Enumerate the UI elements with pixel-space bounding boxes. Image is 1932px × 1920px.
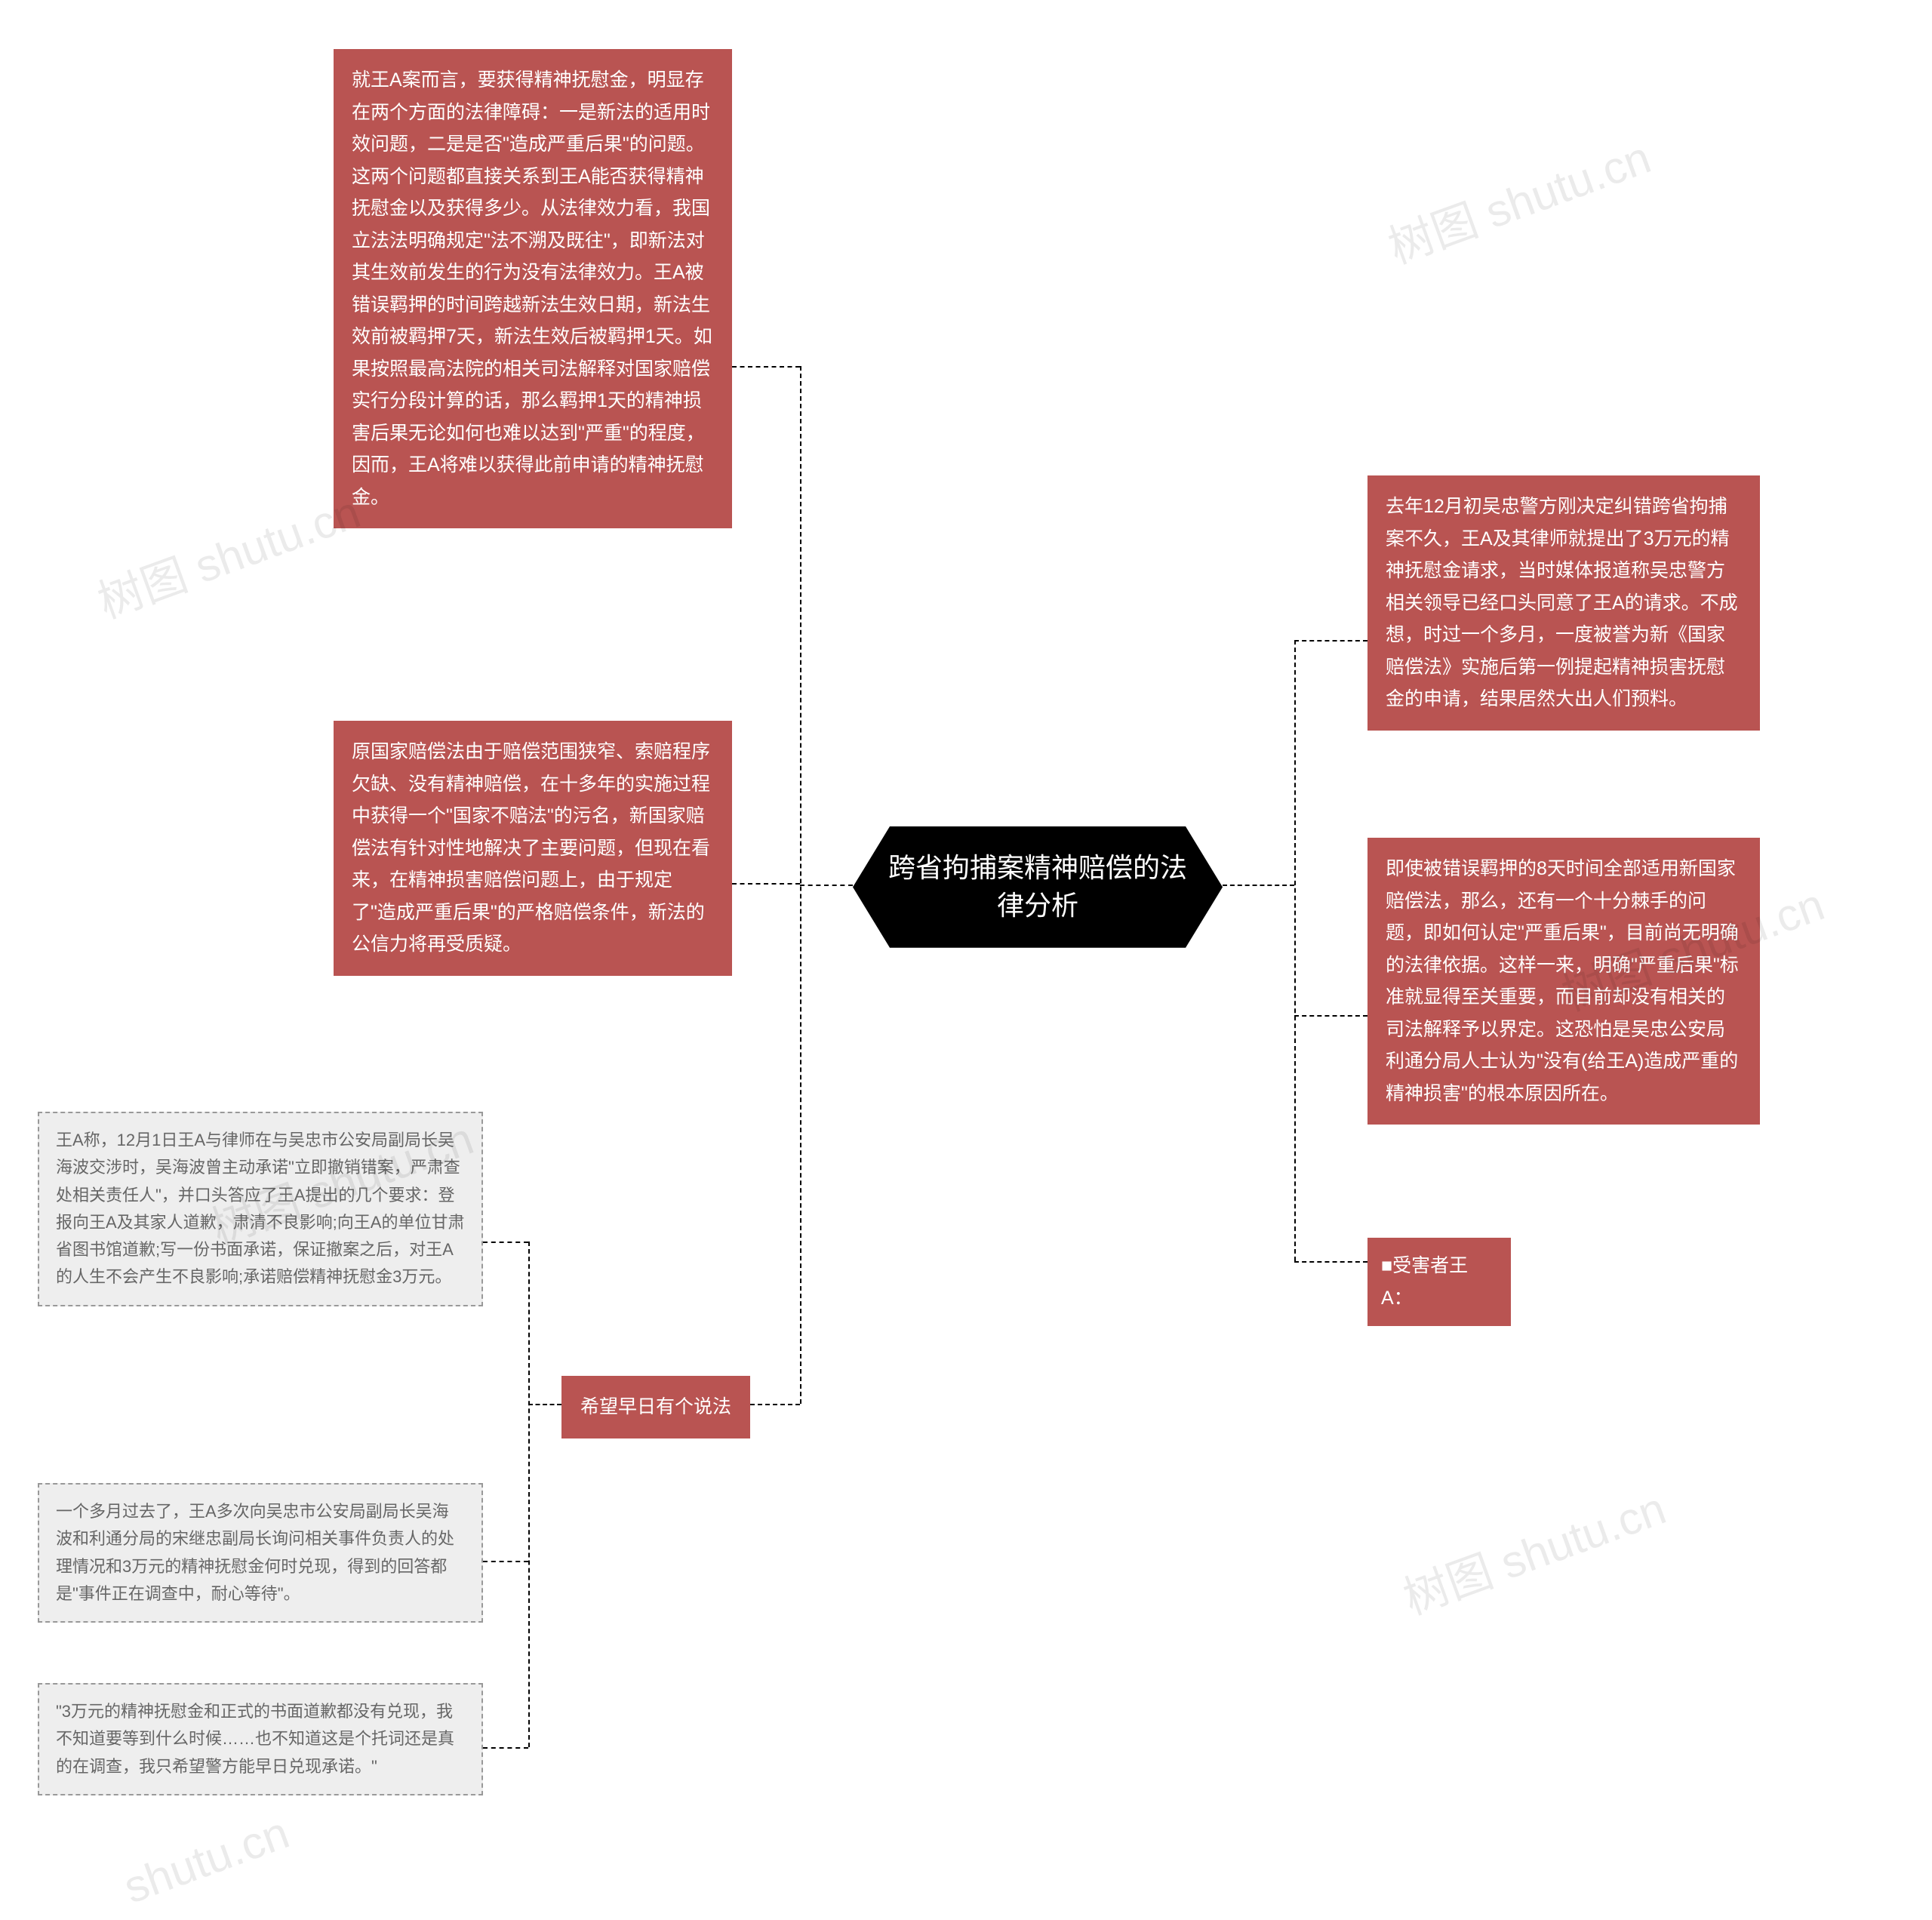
node-right-context-1: 去年12月初吴忠警方刚决定纠错跨省拘捕案不久，王A及其律师就提出了3万元的精神抚…	[1367, 475, 1760, 731]
connector-line	[528, 1404, 561, 1405]
connector-line	[1294, 1261, 1367, 1263]
node-right-context-2: 即使被错误羁押的8天时间全部适用新国家赔偿法，那么，还有一个十分棘手的问题，即如…	[1367, 838, 1760, 1125]
node-right-victim-label: ■受害者王A：	[1367, 1238, 1511, 1326]
connector-line	[732, 366, 800, 368]
node-left-analysis-1: 就王A案而言，要获得精神抚慰金，明显存在两个方面的法律障碍：一是新法的适用时效问…	[334, 49, 732, 528]
node-wish: 希望早日有个说法	[561, 1376, 750, 1438]
connector-line	[1294, 1015, 1367, 1017]
watermark-text: shutu.cn	[117, 1806, 296, 1913]
watermark-text: 树图 shutu.cn	[88, 475, 368, 631]
node-gray-detail-1: 王A称，12月1日王A与律师在与吴忠市公安局副局长吴海波交涉时，吴海波曾主动承诺…	[38, 1112, 483, 1306]
watermark-text: 树图 shutu.cn	[1393, 1472, 1673, 1627]
connector-line	[483, 1242, 528, 1243]
mindmap-center-node: 跨省拘捕案精神赔偿的法律分析	[853, 826, 1223, 948]
watermark-text: 树图 shutu.cn	[1378, 121, 1658, 276]
connector-line	[750, 1404, 800, 1405]
connector-line	[800, 366, 801, 1404]
connector-line	[1294, 640, 1367, 642]
connector-line	[483, 1747, 528, 1749]
node-left-analysis-2: 原国家赔偿法由于赔偿范围狭窄、索赔程序欠缺、没有精神赔偿，在十多年的实施过程中获…	[334, 721, 732, 976]
node-gray-detail-2: 一个多月过去了，王A多次向吴忠市公安局副局长吴海波和利通分局的宋继忠副局长询问相…	[38, 1483, 483, 1623]
connector-line	[528, 1242, 530, 1747]
connector-line	[800, 885, 853, 886]
connector-line	[483, 1561, 528, 1562]
connector-line	[1223, 885, 1294, 886]
node-gray-detail-3: "3万元的精神抚慰金和正式的书面道歉都没有兑现，我不知道要等到什么时候……也不知…	[38, 1683, 483, 1795]
connector-line	[1294, 640, 1296, 1261]
connector-line	[732, 883, 800, 885]
